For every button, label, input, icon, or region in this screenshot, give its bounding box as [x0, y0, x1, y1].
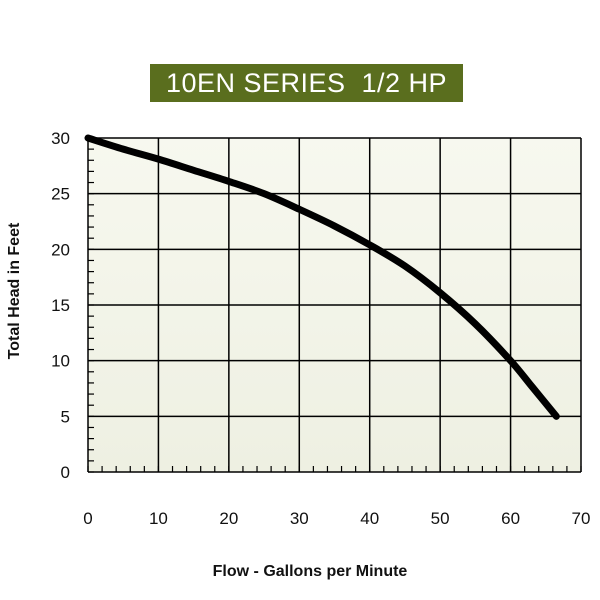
chart-title: 10EN SERIES 1/2 HP — [150, 64, 463, 102]
x-tick-label: 30 — [290, 509, 309, 528]
x-tick-label: 40 — [360, 509, 379, 528]
y-tick-label: 20 — [51, 240, 70, 259]
series-line-pump-curve — [84, 134, 560, 420]
x-axis-title: Flow - Gallons per Minute — [213, 563, 408, 580]
x-tick-label: 60 — [501, 509, 520, 528]
y-tick-label: 30 — [51, 129, 70, 148]
y-tick-label: 5 — [61, 407, 70, 426]
x-tick-label: 10 — [149, 509, 168, 528]
x-tick-label: 70 — [572, 509, 591, 528]
y-tick-label: 10 — [51, 352, 70, 371]
y-tick-label: 15 — [51, 296, 70, 315]
x-tick-label: 20 — [219, 509, 238, 528]
x-tick-label: 50 — [431, 509, 450, 528]
y-tick-label: 0 — [61, 463, 70, 482]
y-tick-label: 25 — [51, 185, 70, 204]
y-axis-title: Total Head in Feet — [6, 222, 23, 359]
x-tick-label: 0 — [83, 509, 92, 528]
